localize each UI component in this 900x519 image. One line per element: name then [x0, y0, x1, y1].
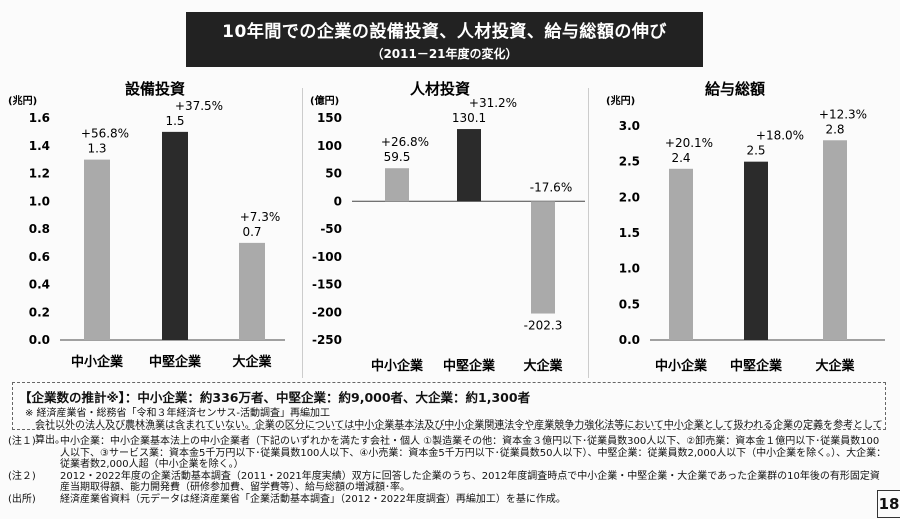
y-tick-label: 1.0 [619, 262, 640, 276]
bar-1 [457, 129, 481, 202]
y-tick-label: 2.5 [619, 155, 640, 169]
footnotes: (注１) 中小企業：中小企業基本法上の中小企業者（下記のいずれかを満たす会社・個… [8, 436, 888, 505]
note-row: (出所) 経済産業省資料（元データは経済産業省「企業活動基本調査」（2012・2… [8, 494, 888, 506]
page-number: 18 [877, 490, 900, 518]
y-tick-label: 100 [317, 139, 342, 153]
change-label: +20.1% [665, 136, 713, 150]
bar-2 [239, 242, 265, 340]
value-label: -202.3 [524, 319, 563, 333]
y-tick-label: 1.0 [29, 194, 50, 208]
bar-0 [84, 159, 110, 340]
change-label: +18.0% [756, 129, 804, 143]
note-key: (注１) [8, 436, 36, 447]
y-tick-label: 0.4 [29, 278, 50, 292]
note-row: (注２) 2012・2022年度の企業活動基本調査（2011・2021年度実績）… [8, 471, 888, 494]
category-label: 中小企業 [371, 358, 424, 374]
y-unit-label: (億円) [310, 94, 339, 107]
category-label: 中堅企業 [443, 358, 496, 374]
value-label: 59.5 [384, 150, 411, 164]
bar-2 [531, 201, 555, 314]
note-row: (注１) 中小企業：中小企業基本法上の中小企業者（下記のいずれかを満たす会社・個… [8, 436, 888, 471]
category-label: 中小企業 [655, 358, 708, 374]
y-tick-label: -200 [312, 305, 342, 319]
y-tick-label: 0.2 [29, 305, 50, 319]
company-count-source: ※ 経済産業省・総務省「令和３年経済センサス-活動調査」再編加工 [25, 408, 330, 419]
divider-left [302, 88, 303, 378]
y-tick-label: 0.5 [619, 297, 640, 311]
y-tick-label: 1.5 [619, 226, 640, 240]
note-key: (出所) [8, 493, 36, 505]
bar-0 [669, 168, 693, 340]
divider-right [588, 88, 589, 378]
change-label: +37.5% [175, 99, 223, 113]
value-label: 1.5 [165, 114, 184, 128]
y-tick-label: 2.0 [619, 190, 640, 204]
y-unit-label: (兆円) [8, 94, 37, 107]
category-label: 大企業 [523, 358, 563, 374]
y-tick-label: 1.6 [29, 111, 50, 125]
category-label: 中堅企業 [149, 354, 202, 370]
y-tick-label: 0.8 [29, 222, 50, 236]
value-label: 0.7 [242, 225, 261, 239]
value-label: 2.8 [825, 122, 844, 136]
main-title: 10年間での企業の設備投資、人材投資、給与総額の伸び [222, 22, 667, 42]
bar-2 [823, 140, 847, 340]
value-label: 2.4 [671, 151, 690, 165]
charts-area: 設備投資 (兆円) 0.0 0.2 0.4 0.6 0.8 1.0 1.2 1.4 1.6 1.3 +5… [0, 70, 900, 380]
change-label: +26.8% [381, 135, 429, 149]
chart-title: 人材投資 [410, 80, 470, 98]
y-tick-label: 0 [334, 194, 342, 208]
y-tick-label: 0.6 [29, 250, 50, 264]
y-tick-label: 150 [317, 111, 342, 125]
company-count-box: 【企業数の推計※】：中小企業：約336万者、中堅企業：約9,000者、大企業：約… [12, 382, 886, 446]
category-label: 中堅企業 [730, 358, 783, 374]
value-label: 130.1 [452, 111, 486, 125]
chart-hr-investment: 人材投資 (億円) -250 -200 -150 -100 -50 0 50 100 150 59.5… [310, 80, 585, 374]
company-count-exclusion: 会社以外の法人及び農林漁業は含まれていない。企業の区分については中小企業基本法及… [35, 420, 883, 446]
change-label: -17.6% [530, 180, 572, 194]
note-text: 中小企業：中小企業基本法上の中小企業者（下記のいずれかを満たす会社・個人 ①製造… [60, 436, 887, 470]
chart-capex: 設備投資 (兆円) 0.0 0.2 0.4 0.6 0.8 1.0 1.2 1.4 1.6 1.3+5… [8, 80, 285, 370]
y-tick-label: 3.0 [619, 119, 640, 133]
change-label: +56.8% [81, 127, 129, 141]
value-label: 2.5 [746, 144, 765, 158]
y-tick-label: -100 [312, 250, 342, 264]
y-tick-label: 1.4 [29, 139, 50, 153]
y-unit-label: (兆円) [606, 94, 635, 107]
chart-title: 設備投資 [125, 80, 185, 98]
category-label: 大企業 [232, 354, 272, 370]
y-tick-label: 0.0 [29, 333, 50, 347]
category-label: 大企業 [815, 358, 855, 374]
change-label: +31.2% [469, 96, 517, 110]
note-key: (注２) [8, 470, 36, 482]
bar-1 [162, 131, 188, 340]
y-tick-label: -250 [312, 333, 342, 347]
note-text: 2012・2022年度の企業活動基本調査（2011・2021年度実績）双方に回答… [60, 470, 880, 494]
title-banner: 10年間での企業の設備投資、人材投資、給与総額の伸び （2011－21年度の変化… [186, 12, 703, 67]
y-tick-label: -50 [320, 222, 342, 236]
change-label: +7.3% [240, 210, 281, 224]
value-label: 1.3 [87, 142, 106, 156]
y-tick-label: 0.0 [619, 333, 640, 347]
note-text: 経済産業省資料（元データは経済産業省「企業活動基本調査」（2012・2022年度… [60, 493, 566, 505]
bar-1 [744, 161, 768, 340]
y-tick-label: 1.2 [29, 167, 50, 181]
y-tick-label: -150 [312, 278, 342, 292]
bar-0 [385, 168, 409, 202]
sub-title: （2011－21年度の変化） [371, 47, 518, 61]
change-label: +12.3% [819, 107, 867, 121]
chart-total-salary: 給与総額 (兆円) 0.0 0.5 1.0 1.5 2.0 2.5 3.0 2.4+20.1% 中小… [606, 80, 885, 374]
chart-title: 給与総額 [705, 80, 765, 98]
y-tick-label: 50 [325, 167, 342, 181]
company-count-headline: 【企業数の推計※】：中小企業：約336万者、中堅企業：約9,000者、大企業：約… [19, 390, 531, 405]
category-label: 中小企業 [71, 354, 124, 370]
